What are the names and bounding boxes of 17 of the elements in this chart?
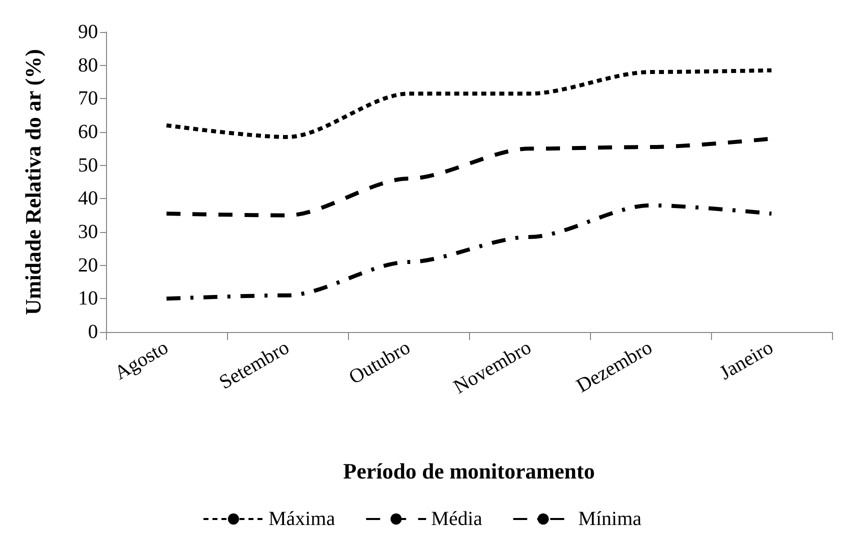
line-series — [164, 203, 774, 301]
y-tick-label: 50 — [78, 154, 98, 176]
y-tick-label: 10 — [78, 288, 98, 310]
y-tick-label: 90 — [78, 21, 98, 43]
x-axis-title: Período de monitoramento — [343, 458, 595, 484]
y-tick-label: 30 — [78, 221, 98, 243]
y-tick-label: 20 — [78, 254, 98, 276]
y-tick-label: 60 — [78, 121, 98, 143]
y-tick-label: 40 — [78, 188, 98, 210]
legend-label: Máxima — [268, 508, 336, 530]
y-tick-label: 70 — [78, 88, 98, 110]
y-axis-title: Umidade Relativa do ar (%) — [20, 48, 46, 316]
y-tick-label: 0 — [88, 321, 98, 343]
line-series — [164, 68, 774, 139]
y-tick-label: 80 — [78, 54, 98, 76]
legend-label: Mínima — [578, 508, 642, 530]
legend-label: Média — [431, 508, 482, 530]
